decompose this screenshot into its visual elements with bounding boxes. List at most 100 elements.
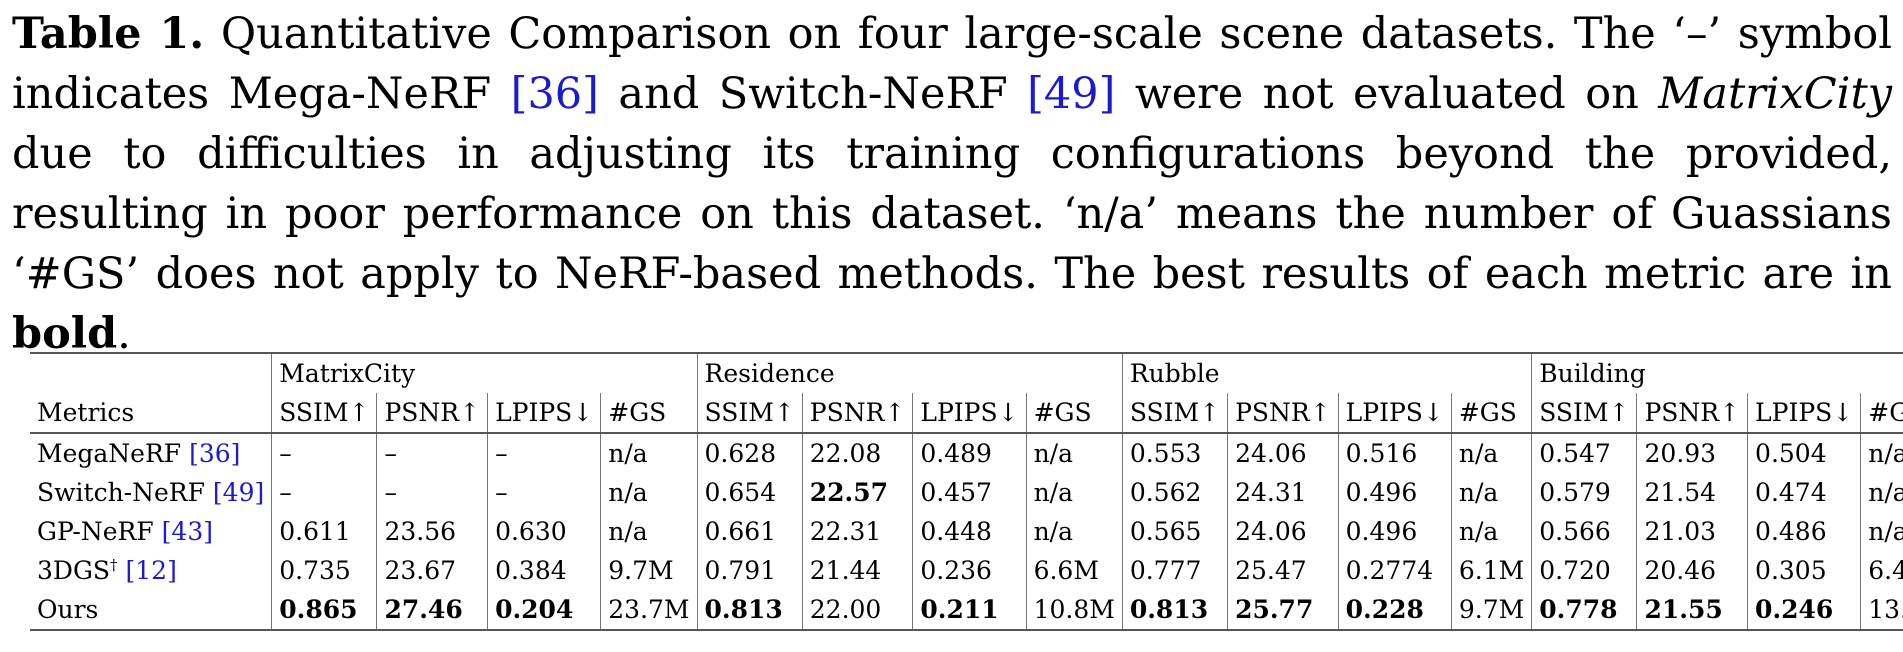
table-cell: 0.865 <box>271 590 377 631</box>
metric-column-header: #GS <box>1860 393 1903 434</box>
table-cell: 22.57 <box>801 473 913 512</box>
caption-text: were not evaluated on <box>1115 69 1659 119</box>
table-row: Switch-NeRF [49] – – – n/a 0.654 22.57 0.457 n/a… <box>30 473 1903 512</box>
table-cell: – <box>376 433 488 473</box>
table-cell: 24.06 <box>1227 433 1339 473</box>
metric-column-header: #GS <box>600 393 698 434</box>
table-cell: 0.486 <box>1747 512 1861 551</box>
metric-column-header: PSNR↑ <box>1227 393 1339 434</box>
table-cell: – <box>487 433 601 473</box>
metric-column-header: SSIM↑ <box>271 393 377 434</box>
table-cell: 0.562 <box>1121 473 1228 512</box>
table-cell: 0.661 <box>696 512 803 551</box>
table-cell: 20.93 <box>1636 433 1748 473</box>
metric-column-header: SSIM↑ <box>696 393 803 434</box>
citation-link[interactable]: [36] <box>510 69 599 119</box>
metric-column-header: #GS <box>1025 393 1123 434</box>
method-cell: 3DGS† [12] <box>30 551 272 590</box>
table-cell: n/a <box>600 473 698 512</box>
table-cell: 22.31 <box>801 512 913 551</box>
table-cell: – <box>271 473 377 512</box>
table-cell: 0.791 <box>696 551 803 590</box>
table-cell: n/a <box>1025 433 1123 473</box>
table-cell: 0.474 <box>1747 473 1861 512</box>
metric-column-header: SSIM↑ <box>1121 393 1228 434</box>
table-cell: 0.457 <box>912 473 1027 512</box>
table-cell: 0.654 <box>696 473 803 512</box>
table-row: Ours 0.865 27.46 0.204 23.7M 0.813 22.00 0.211 1… <box>30 590 1903 631</box>
table-cell: 23.56 <box>376 512 488 551</box>
group-header: MatrixCity <box>271 352 698 393</box>
table-cell: 0.547 <box>1531 433 1637 473</box>
table-row: GP-NeRF [43] 0.611 23.56 0.630 n/a 0.661 22.31… <box>30 512 1903 551</box>
table-cell: n/a <box>1025 512 1123 551</box>
table-cell: n/a <box>1025 473 1123 512</box>
table-cell: 0.720 <box>1531 551 1637 590</box>
table-cell: 0.211 <box>912 590 1027 631</box>
table-cell: 0.579 <box>1531 473 1637 512</box>
method-cell: MegaNeRF [36] <box>30 433 272 473</box>
table-cell: 0.496 <box>1337 512 1452 551</box>
table-cell: 9.7M <box>1450 590 1532 631</box>
caption-text: Quantitative Comparison on four large-sc… <box>12 9 1892 119</box>
metric-column-header: LPIPS↓ <box>1747 393 1861 434</box>
table-cell: 0.566 <box>1531 512 1637 551</box>
citation-link[interactable]: [49] <box>1027 69 1116 119</box>
table-cell: n/a <box>600 512 698 551</box>
table-cell: 0.2774 <box>1337 551 1452 590</box>
table-cell: 6.4M <box>1860 551 1903 590</box>
table-cell: n/a <box>1450 433 1532 473</box>
citation-link[interactable]: [12] <box>125 556 177 585</box>
table-cell: 0.565 <box>1121 512 1228 551</box>
table-cell: 0.204 <box>487 590 601 631</box>
table-cell: 21.03 <box>1636 512 1748 551</box>
metrics-label: Metrics <box>30 393 272 434</box>
table-cell: 0.246 <box>1747 590 1861 631</box>
citation-link[interactable]: [49] <box>212 478 265 507</box>
table-cell: n/a <box>1450 473 1532 512</box>
table-cell: 27.46 <box>376 590 488 631</box>
table-cell: n/a <box>1860 512 1903 551</box>
table-row: MegaNeRF [36] – – – n/a 0.628 22.08 0.489 n/a 0.5… <box>30 433 1903 473</box>
table-cell: 0.735 <box>271 551 377 590</box>
group-header: Residence <box>696 352 1123 393</box>
metric-column-header: #GS <box>1450 393 1532 434</box>
method-cell: GP-NeRF [43] <box>30 512 272 551</box>
table-cell: 10.8M <box>1025 590 1123 631</box>
table-cell: 22.00 <box>801 590 913 631</box>
caption-text: due to difficulties in adjusting its tra… <box>12 129 1892 299</box>
table-cell: 0.496 <box>1337 473 1452 512</box>
group-header-row: MatrixCity Residence Rubble Building <box>30 352 1903 393</box>
table-row: 3DGS† [12] 0.735 23.67 0.384 9.7M 0.791 21.44 0… <box>30 551 1903 590</box>
table-cell: 0.504 <box>1747 433 1861 473</box>
table-cell: – <box>376 473 488 512</box>
citation-link[interactable]: [43] <box>161 517 213 546</box>
metric-column-header: LPIPS↓ <box>1337 393 1452 434</box>
metric-header-row: Metrics SSIM↑ PSNR↑ LPIPS↓ #GS SSIM↑ PSNR↑ LPI… <box>30 393 1903 434</box>
table-cell: 21.55 <box>1636 590 1748 631</box>
table-cell: 6.6M <box>1025 551 1123 590</box>
caption-bold-word: bold <box>12 309 118 359</box>
table-cell: 23.7M <box>600 590 698 631</box>
metric-column-header: LPIPS↓ <box>487 393 601 434</box>
method-name: Switch-NeRF <box>37 478 213 507</box>
table-cell: 0.516 <box>1337 433 1452 473</box>
table-cell: 0.813 <box>696 590 803 631</box>
metric-column-header: PSNR↑ <box>1636 393 1748 434</box>
method-cell: Ours <box>30 590 272 631</box>
table-cell: – <box>487 473 601 512</box>
table-cell: 24.31 <box>1227 473 1339 512</box>
metric-column-header: SSIM↑ <box>1531 393 1637 434</box>
table-caption: Table 1. Quantitative Comparison on four… <box>12 4 1892 364</box>
method-superscript: † <box>110 556 118 574</box>
method-cell: Switch-NeRF [49] <box>30 473 272 512</box>
caption-label: Table 1. <box>12 9 205 59</box>
table-cell: 24.06 <box>1227 512 1339 551</box>
table-cell: n/a <box>1860 433 1903 473</box>
caption-dataset-name: MatrixCity <box>1658 69 1893 119</box>
table-cell: 0.813 <box>1121 590 1228 631</box>
citation-link[interactable]: [36] <box>189 439 241 468</box>
group-header: Building <box>1531 352 1903 393</box>
table-cell: 6.1M <box>1450 551 1532 590</box>
method-name: MegaNeRF <box>37 439 190 468</box>
